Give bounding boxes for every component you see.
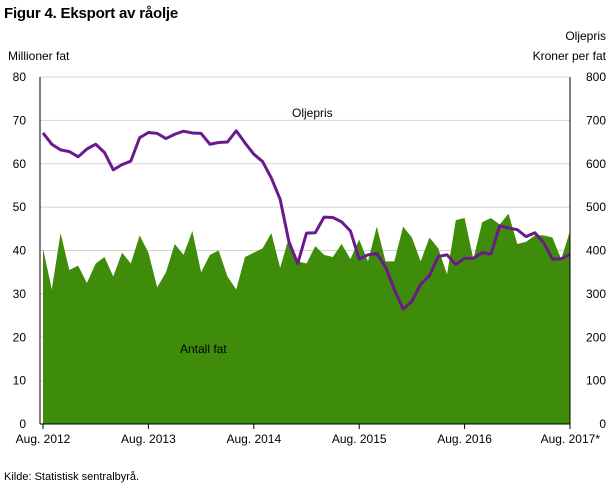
y-right-tick-label: 100 <box>586 374 606 388</box>
y-right-tick-label: 500 <box>586 200 606 214</box>
y-left-tick-label: 70 <box>13 113 27 127</box>
x-tick-label: Aug. 2017* <box>541 432 601 446</box>
x-tick-label: Aug. 2012 <box>16 432 71 446</box>
y-left-tick-label: 10 <box>13 374 27 388</box>
y-right-axis-label-line2: Kroner per fat <box>533 49 607 63</box>
y-left-axis-label: Millioner fat <box>8 49 70 63</box>
y-left-tick-label: 0 <box>19 417 26 431</box>
y-left-tick-labels: 0 10 20 30 40 50 60 70 80 <box>13 70 27 431</box>
y-left-tick-label: 50 <box>13 200 27 214</box>
annotation-oljepris: Oljepris <box>292 106 333 120</box>
y-left-tick-label: 20 <box>13 330 27 344</box>
source-note: Kilde: Statistisk sentralbyrå. <box>4 471 140 483</box>
y-right-tick-label: 200 <box>586 330 606 344</box>
y-right-tick-label: 400 <box>586 244 606 258</box>
axes <box>39 77 571 425</box>
y-right-tick-label: 700 <box>586 113 606 127</box>
y-right-tick-label: 600 <box>586 157 606 171</box>
y-right-tick-label: 300 <box>586 287 606 301</box>
x-tick-label: Aug. 2014 <box>226 432 281 446</box>
y-right-tick-labels: 0 100 200 300 400 500 600 700 800 <box>586 70 606 431</box>
y-right-axis-label-line1: Oljepris <box>565 29 606 43</box>
x-tick-label: Aug. 2016 <box>437 432 492 446</box>
x-tick-label: Aug. 2015 <box>332 432 387 446</box>
chart-title: Figur 4. Eksport av råolje <box>4 5 179 22</box>
y-left-tick-label: 40 <box>13 244 27 258</box>
y-right-tick-label: 800 <box>586 70 606 84</box>
annotation-antall-fat: Antall fat <box>180 342 227 356</box>
y-left-tick-label: 80 <box>13 70 27 84</box>
x-tick-labels: Aug. 2012 Aug. 2013 Aug. 2014 Aug. 2015 Aug.… <box>16 424 601 446</box>
series-area-antall-fat <box>43 213 570 424</box>
y-left-tick-label: 30 <box>13 287 27 301</box>
y-left-tick-label: 60 <box>13 157 27 171</box>
series-line-oljepris <box>41 129 571 311</box>
x-tick-label: Aug. 2013 <box>121 432 176 446</box>
y-right-tick-label: 0 <box>599 417 606 431</box>
